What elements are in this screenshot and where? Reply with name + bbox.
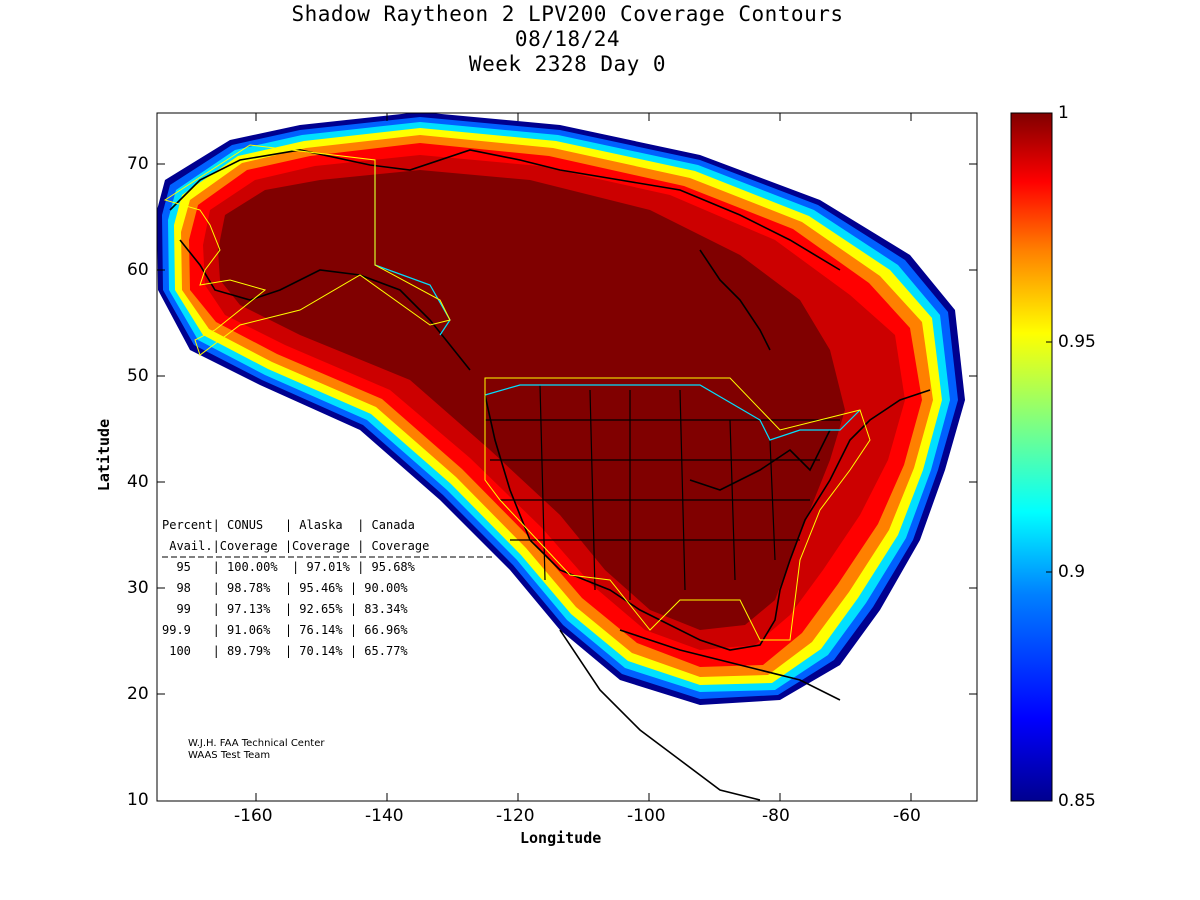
table-row: 100 | 89.79% | 70.14% | 65.77% — [162, 644, 408, 658]
table-row: 98 | 98.78% | 95.46% | 90.00% — [162, 581, 408, 595]
us-canada-border — [484, 384, 861, 441]
colorbar-tick-label: 0.9 — [1058, 562, 1086, 582]
y-tick-label: 30 — [127, 578, 149, 598]
colorbar-tick-label: 1 — [1058, 103, 1069, 123]
y-axis-label: Latitude — [95, 418, 113, 492]
plot-title-line1: Shadow Raytheon 2 LPV200 Coverage Contou… — [291, 2, 844, 26]
x-tick-label: -120 — [496, 806, 535, 826]
x-tick-label: -140 — [365, 806, 404, 826]
colorbar — [1010, 112, 1053, 802]
plot-title-week: Week 2328 Day 0 — [468, 52, 667, 76]
table-header: Avail.|Coverage |Coverage | Coverage — [162, 539, 430, 553]
table-row: 99 | 97.13% | 92.65% | 83.34% — [162, 602, 408, 616]
colorbar-tick-label: 0.85 — [1058, 791, 1096, 811]
conus-region-outline — [484, 377, 871, 641]
coastlines — [169, 149, 931, 801]
y-tick-label: 20 — [127, 684, 149, 704]
state-borders — [485, 384, 840, 600]
y-tick-label: 10 — [127, 790, 149, 810]
credit-line: WAAS Test Team — [188, 750, 271, 761]
x-tick-label: -60 — [893, 806, 921, 826]
x-tick-label: -80 — [762, 806, 790, 826]
x-tick-label: -160 — [234, 806, 273, 826]
table-row: 95 | 100.00% | 97.01% | 95.68% — [162, 560, 415, 574]
table-row: 99.9 | 91.06% | 76.14% | 66.96% — [162, 623, 408, 637]
colorbar-tick-label: 0.95 — [1058, 332, 1096, 352]
plot-title-date: 08/18/24 — [514, 27, 621, 51]
y-tick-label: 70 — [127, 154, 149, 174]
credit-line: W.J.H. FAA Technical Center — [188, 738, 325, 749]
coverage-contours — [157, 113, 965, 705]
table-header: Percent| CONUS | Alaska | Canada — [162, 518, 415, 532]
y-tick-label: 50 — [127, 366, 149, 386]
alaska-region-outline — [163, 144, 451, 356]
y-tick-label: 40 — [127, 472, 149, 492]
x-tick-label: -100 — [627, 806, 666, 826]
x-axis-label: Longitude — [520, 829, 602, 847]
y-tick-label: 60 — [127, 260, 149, 280]
